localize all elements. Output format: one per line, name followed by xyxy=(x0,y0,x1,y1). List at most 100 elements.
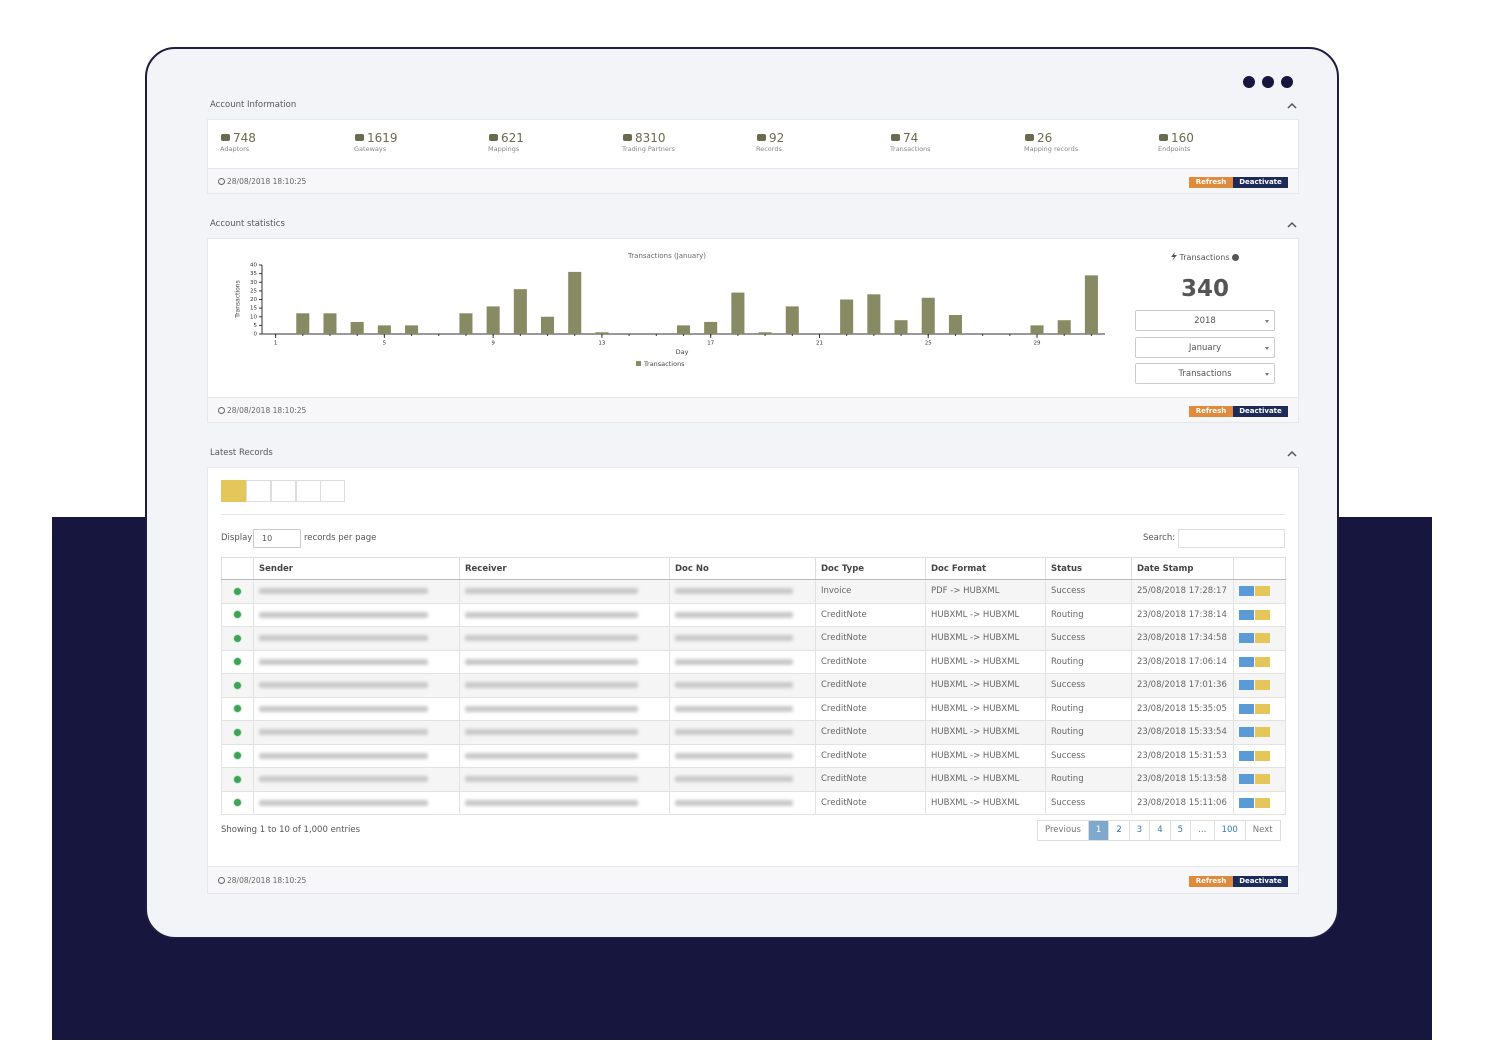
collapse-toggle[interactable] xyxy=(1286,102,1298,110)
refresh-button[interactable]: Refresh xyxy=(1189,876,1233,887)
stat-icon xyxy=(355,134,364,141)
view-button[interactable] xyxy=(1255,703,1270,714)
expand-icon[interactable] xyxy=(233,774,242,784)
page-button[interactable]: Next xyxy=(1252,825,1273,835)
actions-cell xyxy=(1233,743,1286,768)
view-button[interactable] xyxy=(1255,774,1270,784)
expand-icon[interactable] xyxy=(233,586,242,596)
column-header[interactable]: Sender xyxy=(253,557,460,580)
metric-select[interactable]: Transactions xyxy=(1135,363,1275,384)
download-button[interactable] xyxy=(1239,774,1254,784)
expand-icon[interactable] xyxy=(233,727,242,737)
y-tick-label: 30 xyxy=(250,280,257,286)
page-button[interactable]: 5 xyxy=(1171,821,1192,840)
view-tab[interactable] xyxy=(271,480,296,502)
download-button[interactable] xyxy=(1239,797,1254,808)
cell: CreditNote xyxy=(815,743,926,768)
stat-value: 26 xyxy=(1037,131,1053,145)
menu-dot[interactable] xyxy=(1281,76,1293,88)
y-tick-label: 25 xyxy=(250,288,257,294)
page-button[interactable]: 2 xyxy=(1109,821,1130,840)
stat: 1619 Gateways xyxy=(354,131,398,153)
cell: HUBXML -> HUBXML xyxy=(925,696,1046,721)
view-button[interactable] xyxy=(1255,633,1270,643)
expand-icon[interactable] xyxy=(233,751,242,761)
view-tab[interactable] xyxy=(296,480,321,502)
download-button[interactable] xyxy=(1239,633,1254,643)
download-button[interactable] xyxy=(1239,680,1254,690)
download-button[interactable] xyxy=(1239,656,1254,667)
download-button[interactable] xyxy=(1239,703,1254,714)
expand-icon[interactable] xyxy=(233,633,242,643)
refresh-button[interactable]: Refresh xyxy=(1189,177,1233,188)
page-button[interactable]: 1 xyxy=(1088,821,1110,840)
page-button[interactable]: 3 xyxy=(1130,821,1151,840)
page-size-select[interactable]: 10 xyxy=(253,529,301,548)
blurred-text xyxy=(259,752,429,759)
month-select[interactable]: January xyxy=(1135,337,1275,358)
menu-dot[interactable] xyxy=(1262,76,1274,88)
stat: 74 Transactions xyxy=(890,131,931,153)
column-header[interactable]: Status xyxy=(1045,557,1132,580)
deactivate-button[interactable]: Deactivate xyxy=(1233,876,1288,887)
view-tab[interactable] xyxy=(246,480,271,502)
view-button[interactable] xyxy=(1255,750,1270,761)
view-tab[interactable] xyxy=(221,480,246,502)
cell xyxy=(221,720,254,745)
view-button[interactable] xyxy=(1255,609,1270,620)
page-button[interactable]: Previous xyxy=(1038,821,1089,840)
collapse-toggle[interactable] xyxy=(1286,450,1298,458)
download-button[interactable] xyxy=(1239,586,1254,596)
year-select[interactable]: 2018 xyxy=(1135,310,1275,331)
view-button[interactable] xyxy=(1255,586,1270,596)
search-input[interactable] xyxy=(1178,529,1285,548)
bar xyxy=(1084,275,1098,334)
view-button[interactable] xyxy=(1255,656,1270,667)
download-button[interactable] xyxy=(1239,750,1254,761)
page-button[interactable]: 4 xyxy=(1150,821,1171,840)
page-button[interactable]: 100 xyxy=(1215,821,1246,840)
stat: 26 Mapping records xyxy=(1024,131,1078,153)
blurred-cell xyxy=(669,767,816,792)
deactivate-button[interactable]: Deactivate xyxy=(1233,177,1288,188)
blurred-text xyxy=(465,658,638,665)
column-header[interactable]: Receiver xyxy=(459,557,670,580)
stat-label: Records xyxy=(756,145,782,153)
cell: HUBXML -> HUBXML xyxy=(925,673,1046,698)
cell: CreditNote xyxy=(815,790,926,815)
bar xyxy=(568,271,582,334)
view-button[interactable] xyxy=(1255,797,1270,808)
y-tick-label: 20 xyxy=(250,297,257,303)
stat-icon xyxy=(221,134,230,141)
blurred-cell xyxy=(669,602,816,627)
bar xyxy=(758,332,772,334)
download-button[interactable] xyxy=(1239,609,1254,620)
deactivate-button[interactable]: Deactivate xyxy=(1233,406,1288,417)
view-tab[interactable] xyxy=(320,480,345,502)
collapse-toggle[interactable] xyxy=(1286,221,1298,229)
expand-icon[interactable] xyxy=(233,704,242,714)
download-button[interactable] xyxy=(1239,727,1254,737)
column-header[interactable]: Date Stamp xyxy=(1131,557,1234,580)
expand-icon[interactable] xyxy=(233,657,242,667)
expand-icon[interactable] xyxy=(233,680,242,690)
timestamp: 28/08/2018 18:10:25 xyxy=(218,876,306,885)
column-header[interactable]: Doc Type xyxy=(815,557,926,580)
page-button[interactable]: … xyxy=(1191,821,1215,840)
column-header[interactable]: Doc Format xyxy=(925,557,1046,580)
expand-icon[interactable] xyxy=(233,610,242,620)
view-button[interactable] xyxy=(1255,727,1270,737)
bar xyxy=(731,292,745,334)
refresh-button[interactable]: Refresh xyxy=(1189,406,1233,417)
column-header-text: Status xyxy=(1051,563,1083,574)
column-header-text: Doc Format xyxy=(931,563,987,574)
expand-icon[interactable] xyxy=(233,798,242,808)
bar xyxy=(867,294,881,334)
view-button[interactable] xyxy=(1255,680,1270,690)
blurred-text xyxy=(259,729,429,736)
actions-cell xyxy=(1233,767,1286,792)
blurred-cell xyxy=(253,767,460,792)
menu-dot[interactable] xyxy=(1243,76,1255,88)
cell: HUBXML -> HUBXML xyxy=(925,649,1046,674)
column-header[interactable]: Doc No xyxy=(669,557,816,580)
